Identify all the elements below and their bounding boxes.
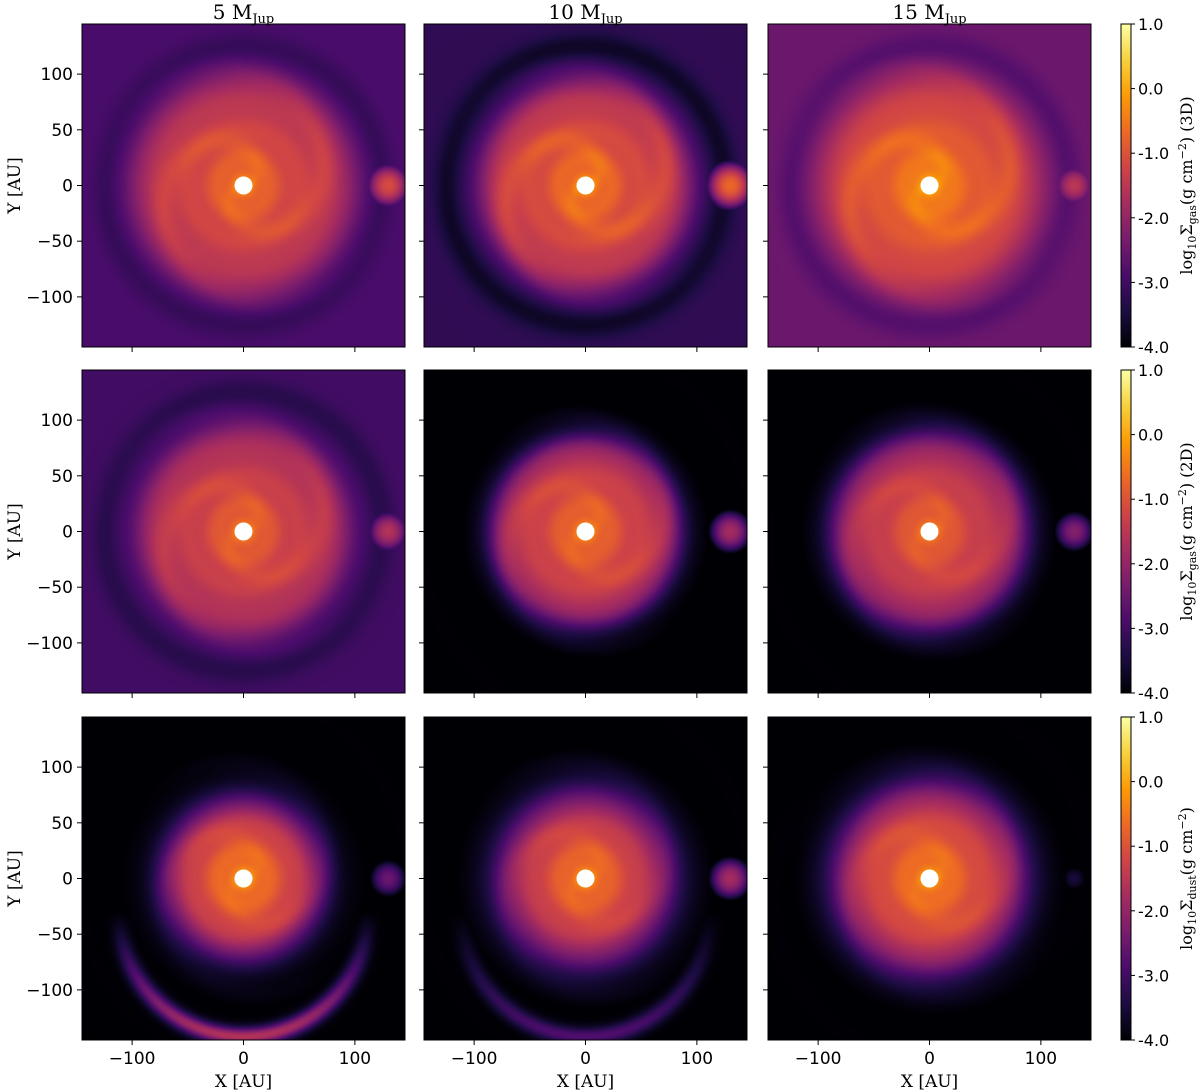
- inner-hole: [576, 869, 595, 888]
- colorbar-1: 1.0 0.0 -1.0 -2.0 -3.0 -4.0 log10Σgas(g cm−2) …: [1120, 361, 1199, 703]
- inner-hole: [920, 176, 939, 195]
- colorbar-tick-label: -2.0: [1138, 209, 1169, 228]
- colorbar-tick-label: -2.0: [1138, 555, 1169, 574]
- y-tick-label: −100: [26, 981, 73, 1001]
- y-tick-label: 100: [41, 411, 73, 431]
- y-axis-label: Y [AU]: [5, 503, 25, 561]
- colorbar-tick-label: -3.0: [1138, 966, 1169, 985]
- colorbar-strip: [1120, 369, 1132, 694]
- y-axis-label: Y [AU]: [5, 850, 25, 908]
- colorbar-2: 1.0 0.0 -1.0 -2.0 -3.0 -4.0 log10Σdust(g cm−2): [1120, 708, 1199, 1050]
- column-title-0: 5 MJup: [213, 0, 274, 27]
- y-tick-label: 50: [51, 814, 73, 834]
- colorbar-0: 1.0 0.0 -1.0 -2.0 -3.0 -4.0 log10Σgas(g cm−2) …: [1120, 15, 1199, 357]
- colorbar-tick-label: -4.0: [1138, 338, 1169, 357]
- y-tick-label: −100: [26, 634, 73, 654]
- x-tick-label: −100: [795, 1049, 842, 1069]
- y-axis-label: Y [AU]: [5, 157, 25, 215]
- y-tick-label: 50: [51, 121, 73, 141]
- annotation-layer: 5 MJup 10 MJup 15 MJup Y [AU] Y [AU] Y [AU] X …: [5, 0, 967, 1091]
- y-tick-label: −100: [26, 288, 73, 308]
- panel-r0-c1: [419, 23, 748, 352]
- colorbar-tick-label: -1.0: [1138, 144, 1169, 163]
- panel-r2-c0: 100 50 0 −50 −100 −100 0 100: [26, 716, 406, 1069]
- colorbar-tick-label: -3.0: [1138, 619, 1169, 638]
- x-tick-label: −100: [451, 1049, 498, 1069]
- column-title-1: 10 MJup: [548, 0, 622, 27]
- panel-r2-c1: −100 0 100: [419, 716, 748, 1069]
- column-title-2: 15 MJup: [892, 0, 966, 27]
- colorbar-label: log10Σdust(g cm−2): [1176, 807, 1199, 950]
- inner-hole: [920, 869, 939, 888]
- colorbar-label: log10Σgas(g cm−2) (3D): [1176, 96, 1199, 274]
- inner-hole: [576, 522, 595, 541]
- x-tick-label: 0: [924, 1049, 935, 1069]
- inner-hole: [234, 522, 253, 541]
- colorbar-tick-label: -2.0: [1138, 902, 1169, 921]
- y-tick-label: 0: [62, 177, 73, 197]
- x-tick-label: 0: [580, 1049, 591, 1069]
- x-tick-label: 100: [339, 1049, 371, 1069]
- x-axis-label: X [AU]: [901, 1072, 958, 1091]
- x-tick-label: 100: [1025, 1049, 1057, 1069]
- inner-hole: [234, 176, 253, 195]
- colorbar-tick-label: 1.0: [1138, 708, 1163, 727]
- x-tick-label: 0: [238, 1049, 249, 1069]
- inner-hole: [576, 176, 595, 195]
- panel-r1-c2: [763, 369, 1092, 698]
- x-axis-label: X [AU]: [215, 1072, 272, 1091]
- colorbar-group: 1.0 0.0 -1.0 -2.0 -3.0 -4.0 log10Σgas(g cm−2) …: [1120, 15, 1199, 1050]
- colorbar-strip: [1120, 23, 1132, 348]
- x-tick-label: 100: [681, 1049, 713, 1069]
- colorbar-tick-label: -4.0: [1138, 1031, 1169, 1050]
- colorbar-tick-label: 0.0: [1138, 773, 1163, 792]
- panel-r2-c2: −100 0 100: [763, 716, 1092, 1069]
- y-tick-label: 0: [62, 870, 73, 890]
- y-tick-label: −50: [37, 232, 73, 252]
- colorbar-tick-label: -3.0: [1138, 273, 1169, 292]
- colorbar-tick-label: 0.0: [1138, 426, 1163, 445]
- y-tick-label: 0: [62, 523, 73, 543]
- y-tick-label: −50: [37, 925, 73, 945]
- colorbar-tick-label: -1.0: [1138, 837, 1169, 856]
- panel-r1-c0: 100 50 0 −50 −100: [26, 369, 406, 698]
- inner-hole: [234, 869, 253, 888]
- y-tick-label: −50: [37, 578, 73, 598]
- colorbar-tick-label: -1.0: [1138, 490, 1169, 509]
- panel-r0-c0: 100 50 0 −50 −100: [26, 23, 406, 352]
- y-tick-label: 100: [41, 65, 73, 85]
- colorbar-strip: [1120, 716, 1132, 1041]
- y-tick-label: 100: [41, 758, 73, 778]
- x-axis-label: X [AU]: [557, 1072, 614, 1091]
- colorbar-tick-label: 1.0: [1138, 15, 1163, 34]
- colorbar-tick-label: 0.0: [1138, 80, 1163, 99]
- colorbar-label: log10Σgas(g cm−2) (2D): [1176, 442, 1199, 620]
- colorbar-tick-label: 1.0: [1138, 361, 1163, 380]
- y-tick-label: 50: [51, 467, 73, 487]
- panel-grid: 100500−50−100100500−50−100100500−50−100−…: [26, 23, 1092, 1069]
- panel-r0-c2: [763, 23, 1092, 352]
- panel-r1-c1: [419, 369, 748, 698]
- inner-hole: [920, 522, 939, 541]
- colorbar-tick-label: -4.0: [1138, 684, 1169, 703]
- x-tick-label: −100: [109, 1049, 156, 1069]
